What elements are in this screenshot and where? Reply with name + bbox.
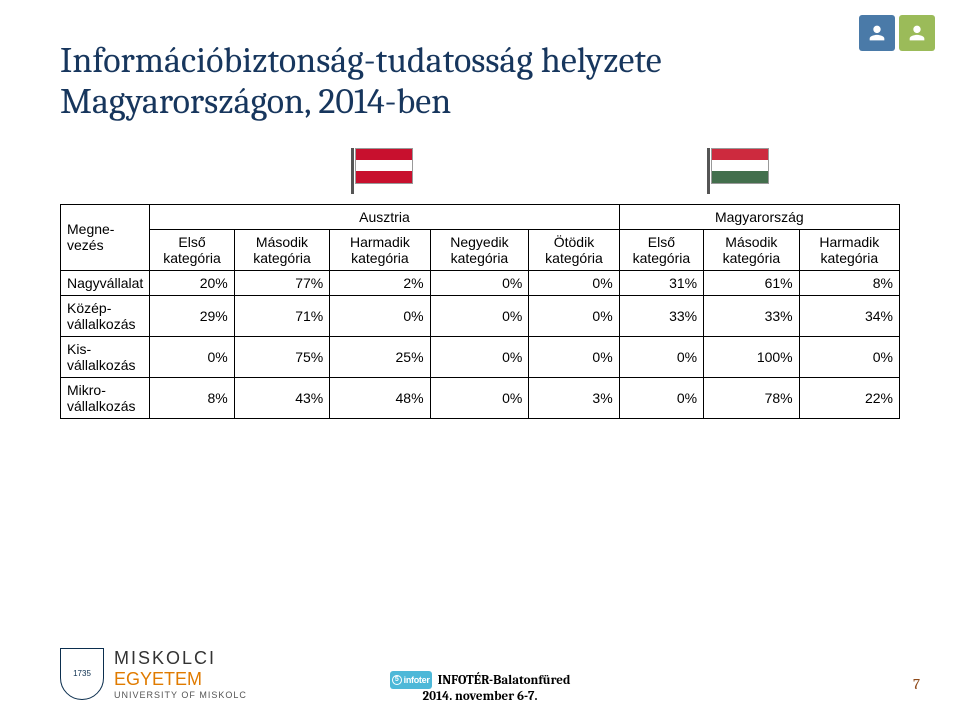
page-number: 7 (913, 675, 920, 693)
flags-row (60, 148, 900, 194)
group-header-austria: Ausztria (150, 204, 619, 229)
footer: 1735 MISKOLCI EGYETEM UNIVERSITY OF MISK… (0, 671, 960, 705)
table-cell: 25% (330, 336, 430, 377)
table-row: Nagyvállalat20%77%2%0%0%31%61%8% (61, 270, 900, 295)
table-cell: 33% (619, 295, 703, 336)
table-cell: 100% (704, 336, 800, 377)
col-header: Első kategória (150, 229, 234, 270)
table-cell: 0% (529, 295, 619, 336)
table-cell: 0% (330, 295, 430, 336)
university-subtitle: UNIVERSITY OF MISKOLC (114, 690, 247, 700)
table-cell: 71% (234, 295, 330, 336)
col-header: Első kategória (619, 229, 703, 270)
table-cell: 22% (799, 377, 899, 418)
table-cell: 8% (799, 270, 899, 295)
data-table: Megne-vezésAusztriaMagyarországElső kate… (60, 204, 900, 419)
table-cell: 0% (430, 270, 529, 295)
table-cell: 0% (430, 295, 529, 336)
table-cell: 2% (330, 270, 430, 295)
row-label: Közép-vállalkozás (61, 295, 150, 336)
table-cell: 3% (529, 377, 619, 418)
table-cell: 0% (619, 336, 703, 377)
university-name-2: EGYETEM (114, 669, 202, 690)
table-cell: 0% (529, 336, 619, 377)
table-cell: 0% (150, 336, 234, 377)
footer-line-1: INFOTÉR-Balatonfüred (438, 673, 571, 689)
footer-line-2: 2014. november 6-7. (390, 689, 571, 705)
col-header: Második kategória (234, 229, 330, 270)
person-icon-blue (859, 15, 895, 51)
table-cell: 29% (150, 295, 234, 336)
person-icon-green (899, 15, 935, 51)
row-label: Mikro-vállalkozás (61, 377, 150, 418)
table-cell: 0% (430, 336, 529, 377)
table-cell: 0% (799, 336, 899, 377)
table-cell: 33% (704, 295, 800, 336)
table-cell: 61% (704, 270, 800, 295)
university-shield-icon: 1735 (60, 648, 104, 700)
table-cell: 31% (619, 270, 703, 295)
table-cell: 43% (234, 377, 330, 418)
flag-hungary (707, 148, 769, 194)
table-row: Mikro-vállalkozás8%43%48%0%3%0%78%22% (61, 377, 900, 418)
table-cell: 48% (330, 377, 430, 418)
col-header: Második kategória (704, 229, 800, 270)
footer-center: 5infoter INFOTÉR-Balatonfüred 2014. nove… (390, 671, 571, 705)
table-cell: 78% (704, 377, 800, 418)
table-row: Közép-vállalkozás29%71%0%0%0%33%33%34% (61, 295, 900, 336)
university-logo: 1735 MISKOLCI EGYETEM UNIVERSITY OF MISK… (60, 648, 247, 700)
table-cell: 75% (234, 336, 330, 377)
table-cell: 34% (799, 295, 899, 336)
col-header: Ötödik kategória (529, 229, 619, 270)
row-label: Kis-vállalkozás (61, 336, 150, 377)
slide-title: Információbiztonság-tudatosság helyzete … (60, 40, 900, 123)
table-cell: 0% (430, 377, 529, 418)
infoter-logo-icon: 5infoter (390, 671, 432, 689)
table-cell: 0% (529, 270, 619, 295)
top-right-icons (859, 15, 935, 51)
group-header-hungary: Magyarország (619, 204, 899, 229)
table-cell: 0% (619, 377, 703, 418)
table-cell: 77% (234, 270, 330, 295)
table-corner: Megne-vezés (61, 204, 150, 270)
table-cell: 8% (150, 377, 234, 418)
university-name-1: MISKOLCI (114, 648, 216, 669)
flag-austria (351, 148, 413, 194)
table-row: Kis-vállalkozás0%75%25%0%0%0%100%0% (61, 336, 900, 377)
col-header: Harmadik kategória (799, 229, 899, 270)
table-cell: 20% (150, 270, 234, 295)
row-label: Nagyvállalat (61, 270, 150, 295)
col-header: Negyedik kategória (430, 229, 529, 270)
col-header: Harmadik kategória (330, 229, 430, 270)
